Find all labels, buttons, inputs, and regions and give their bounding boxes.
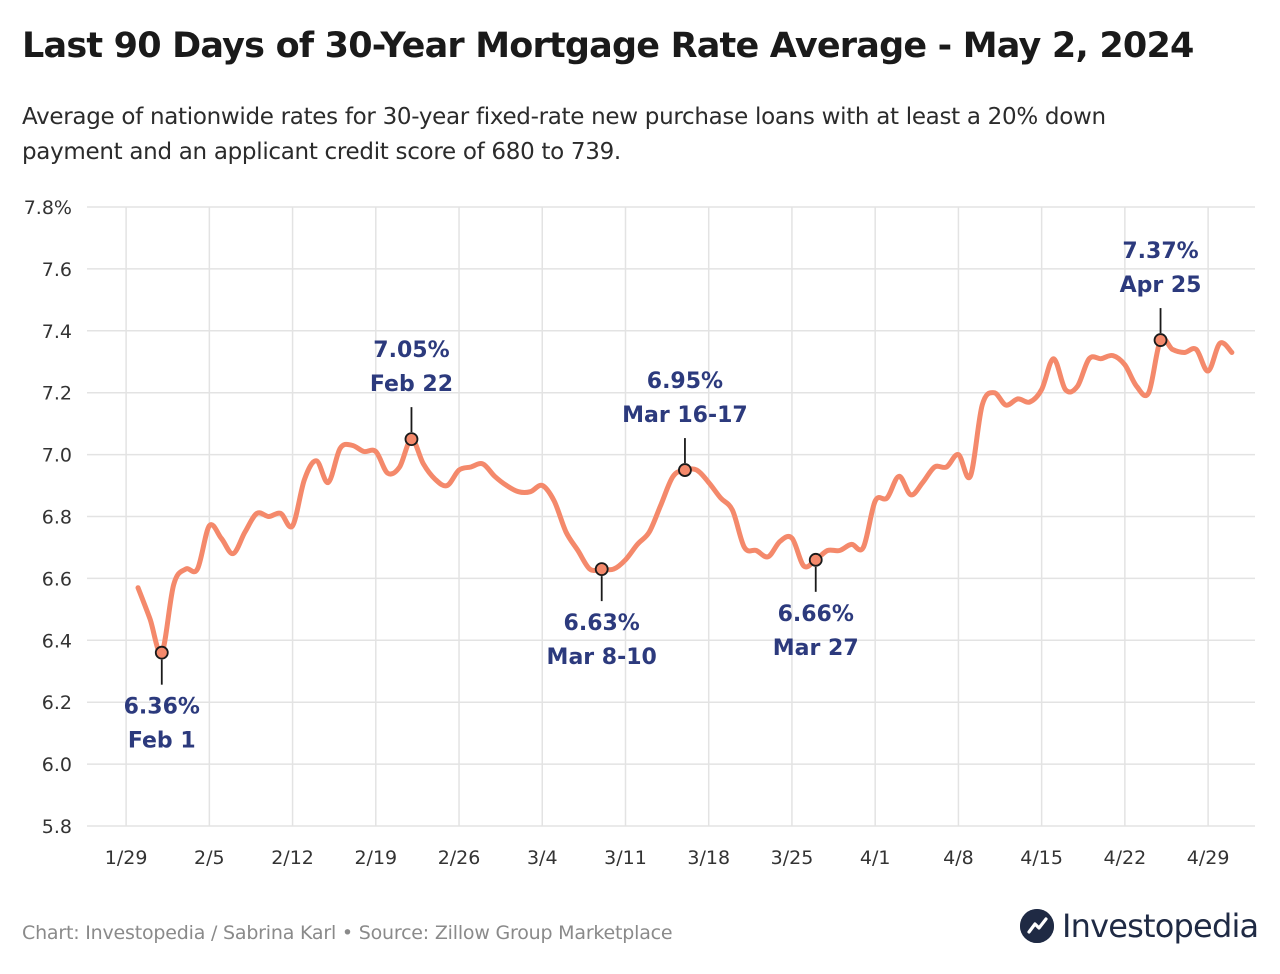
annotation-marker [404,432,419,447]
x-tick-labels: 1/29 2/5 2/12 2/19 2/26 3/4 3/11 3/18 3/25 4/1 4/8… [105,847,1230,869]
subtitle-line-2: payment and an applicant credit score of… [22,139,621,165]
y-gridlines [87,206,1255,827]
x-tick-label: 3/18 [687,847,730,869]
y-tick-label: 6.6 [42,568,72,590]
annotation-date: Mar 27 [773,636,859,661]
x-gridlines [125,207,1209,826]
y-tick-label: 6.8 [42,507,72,529]
y-tick-labels: 5.8 6.0 6.2 6.4 6.6 6.8 7.0 7.2 7.4 7.6 7.8% [24,197,72,838]
annotation-date: Feb 22 [370,372,453,397]
annotation-value: 7.37% [1122,239,1198,264]
y-tick-label: 7.6 [42,259,72,281]
annotation-date: Feb 1 [128,729,196,754]
source-credit: Chart: Investopedia / Sabrina Karl • Sou… [22,922,673,944]
investopedia-logo-text: Investopedia [1062,907,1259,945]
x-tick-label: 4/22 [1104,847,1147,869]
chart-title: Last 90 Days of 30-Year Mortgage Rate Av… [22,26,1194,66]
annotations-group: 6.36% Feb 1 7.05% Feb 22 6.63% Mar 8-10 6.95% M… [124,239,1202,754]
x-tick-label: 2/12 [271,847,314,869]
annotation-value: 6.36% [124,695,200,720]
x-tick-label: 2/5 [194,847,225,869]
annotation-marker [808,552,823,567]
annotation-value: 6.66% [778,602,854,627]
x-tick-label: 3/25 [771,847,814,869]
annotation-marker [678,463,692,477]
annotation-marker [594,562,609,577]
x-tick-label: 4/8 [943,847,974,869]
annotation-date: Mar 16-17 [622,403,748,428]
y-tick-label: 7.4 [42,321,72,343]
investopedia-logo[interactable]: Investopedia [1020,903,1259,949]
chart-subtitle: Average of nationwide rates for 30-year … [22,100,1222,170]
x-tick-label: 2/19 [354,847,397,869]
investopedia-logo-icon [1020,909,1054,943]
y-tick-label: 7.2 [42,383,72,405]
annotation-date: Apr 25 [1120,273,1202,298]
annotation-value: 6.95% [647,369,723,394]
x-tick-label: 4/1 [860,847,891,869]
annotation-date: Mar 8-10 [547,645,657,670]
subtitle-line-1: Average of nationwide rates for 30-year … [22,104,1106,130]
x-tick-label: 4/15 [1020,847,1063,869]
annotation-marker [1153,333,1168,347]
annotation-marker [154,645,169,660]
x-tick-label: 1/29 [105,847,148,869]
x-tick-label: 3/11 [604,847,647,869]
y-tick-label: 6.4 [42,630,72,652]
y-tick-label: 7.8% [24,197,72,219]
y-tick-label: 5.8 [42,816,72,838]
y-tick-label: 6.2 [42,692,72,714]
x-tick-label: 3/4 [527,847,558,869]
x-tick-label: 4/29 [1187,847,1230,869]
annotation-value: 7.05% [373,338,449,363]
annotation-value: 6.63% [564,611,640,636]
y-tick-label: 7.0 [42,445,72,467]
x-tick-label: 2/26 [438,847,481,869]
y-tick-label: 6.0 [42,754,72,776]
